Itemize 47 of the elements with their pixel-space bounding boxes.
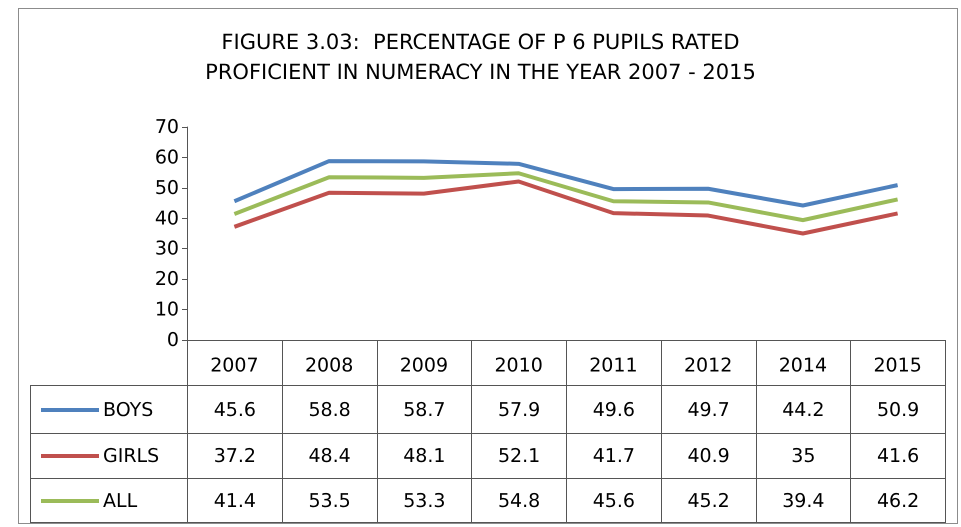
data-label: 58.7 <box>403 398 446 420</box>
legend-label: GIRLS <box>103 445 160 467</box>
x-tick-label: 2009 <box>400 354 448 376</box>
data-label: 48.1 <box>403 445 446 467</box>
y-tick-label: 30 <box>154 238 179 260</box>
data-label: 40.9 <box>687 445 730 467</box>
y-tick-label: 70 <box>154 116 179 138</box>
data-label: 57.9 <box>498 398 540 420</box>
y-tick-label: 20 <box>154 268 179 290</box>
x-tick-label: 2007 <box>210 354 259 376</box>
data-label: 44.2 <box>782 398 825 420</box>
x-tick-label: 2010 <box>494 354 543 376</box>
y-tick-label: 40 <box>154 207 179 230</box>
data-label: 48.4 <box>308 445 351 467</box>
data-label: 54.8 <box>498 490 540 512</box>
x-tick-label: 2012 <box>684 354 732 376</box>
data-label: 37.2 <box>214 445 256 467</box>
data-label: 49.6 <box>592 398 636 420</box>
line-series <box>232 179 900 236</box>
x-tick-label: 2015 <box>873 354 922 376</box>
x-tick-label: 2008 <box>304 354 354 376</box>
data-label: 45.6 <box>592 490 636 512</box>
line-series <box>232 171 900 222</box>
data-label: 39.4 <box>782 490 825 512</box>
x-tick-label: 2011 <box>589 354 638 376</box>
data-label: 41.4 <box>214 490 256 512</box>
data-label: 50.9 <box>876 398 920 420</box>
data-label: 52.1 <box>498 445 540 467</box>
data-label: 41.6 <box>876 445 920 467</box>
chart-title: FIGURE 3.03: PERCENTAGE OF P 6 PUPILS RATED PROFICIENT IN NUMERACY IN THE YEAR 2007 - 2015 <box>205 30 756 84</box>
legend-label: BOYS <box>103 398 154 420</box>
data-label: 49.7 <box>687 398 730 420</box>
data-label: 45.2 <box>687 490 730 512</box>
x-tick-label: 2014 <box>778 354 828 376</box>
y-tick-label: 10 <box>154 298 179 321</box>
y-tick-label: 0 <box>166 329 179 351</box>
data-label: 45.6 <box>214 398 256 420</box>
y-tick-label: 60 <box>154 146 179 168</box>
line-series <box>232 159 900 208</box>
data-label: 58.8 <box>308 398 351 420</box>
data-label: 53.5 <box>308 490 351 512</box>
data-label: 53.3 <box>403 490 446 512</box>
legend-label: ALL <box>103 490 138 512</box>
y-tick-label: 50 <box>154 176 179 199</box>
data-label: 35 <box>791 445 816 467</box>
data-label: 41.7 <box>592 445 636 467</box>
data-label: 46.2 <box>876 490 920 512</box>
